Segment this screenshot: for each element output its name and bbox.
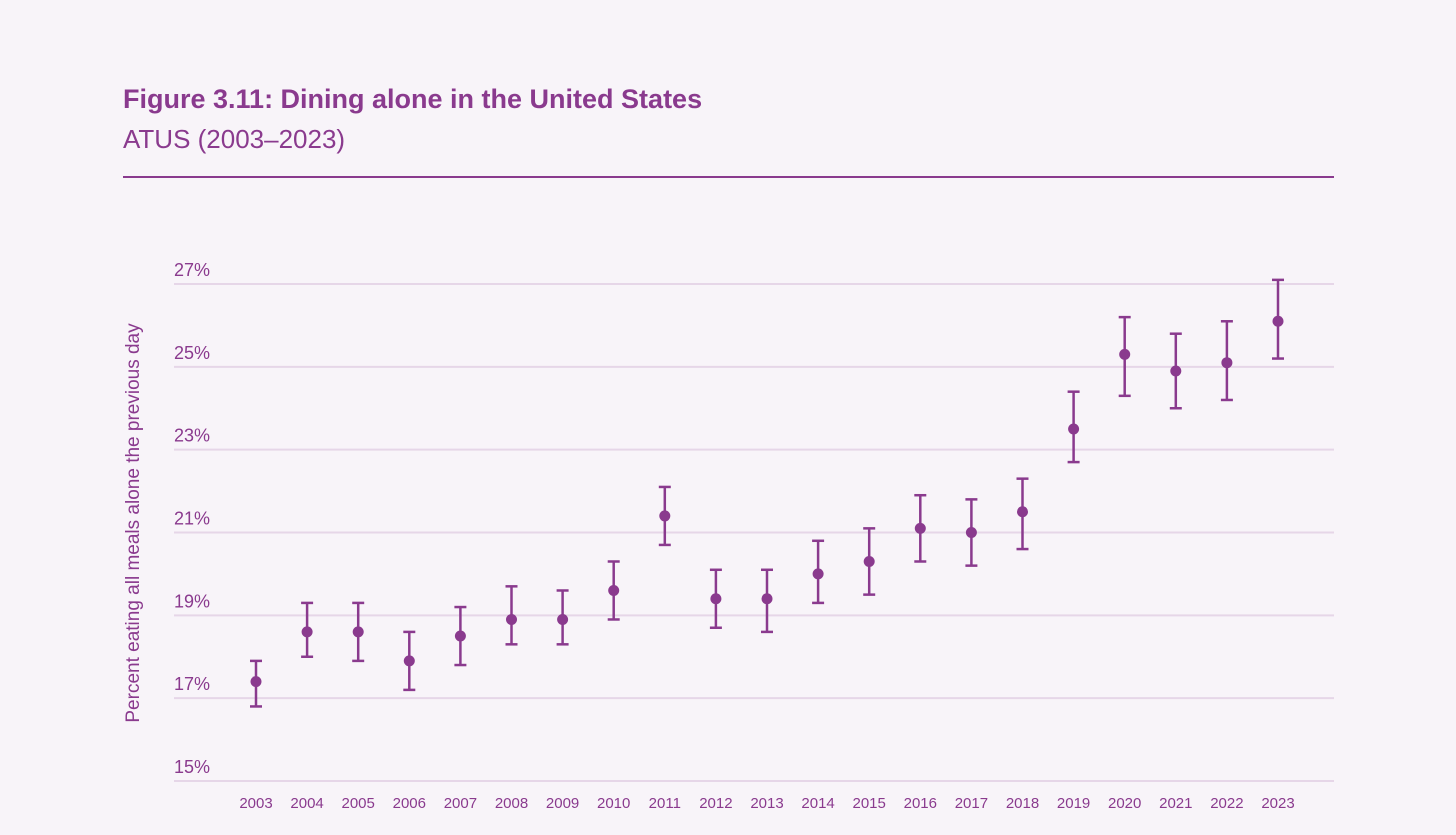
data-point bbox=[710, 593, 722, 605]
x-tick-label: 2021 bbox=[1159, 795, 1192, 812]
x-tick-label: 2015 bbox=[853, 795, 886, 812]
x-tick-label: 2017 bbox=[955, 795, 988, 812]
x-tick-label: 2004 bbox=[290, 795, 323, 812]
x-tick-label: 2006 bbox=[393, 795, 426, 812]
x-tick-label: 2009 bbox=[546, 795, 579, 812]
x-tick-label: 2023 bbox=[1261, 795, 1294, 812]
data-point bbox=[659, 510, 671, 522]
data-point bbox=[1017, 506, 1028, 518]
y-tick-label: 25% bbox=[174, 343, 210, 363]
data-point bbox=[965, 527, 977, 538]
x-tick-label: 2014 bbox=[801, 795, 834, 812]
data-point bbox=[454, 630, 466, 642]
y-tick-label: 17% bbox=[174, 674, 210, 694]
x-tick-label: 2003 bbox=[239, 795, 272, 812]
x-axis-ticks: 2003 2004 2005 2006 2007 2008 2009 2010 2011 2012… bbox=[239, 795, 1294, 812]
data-point bbox=[352, 626, 364, 638]
y-axis-ticks: 15% 17% 19% 21% 23% 25% 27% bbox=[174, 260, 210, 777]
y-tick-label: 19% bbox=[174, 591, 210, 611]
x-tick-label: 2016 bbox=[904, 795, 937, 812]
figure-subtitle: ATUS (2003–2023) bbox=[123, 124, 346, 154]
y-tick-label: 27% bbox=[174, 260, 210, 280]
data-point bbox=[506, 613, 517, 625]
gridlines bbox=[174, 283, 1334, 782]
figure-title: Figure 3.11: Dining alone in the United … bbox=[123, 84, 703, 114]
x-tick-label: 2010 bbox=[597, 795, 630, 812]
x-tick-label: 2007 bbox=[444, 795, 477, 812]
x-tick-label: 2011 bbox=[649, 795, 681, 812]
data-point bbox=[250, 676, 262, 688]
data-point bbox=[1272, 315, 1284, 327]
x-tick-label: 2018 bbox=[1006, 795, 1039, 812]
x-tick-label: 2019 bbox=[1057, 795, 1090, 812]
data-point bbox=[403, 655, 415, 667]
x-tick-label: 2020 bbox=[1108, 795, 1141, 812]
data-point bbox=[1068, 423, 1080, 435]
x-tick-label: 2005 bbox=[342, 795, 375, 812]
data-points bbox=[250, 315, 1284, 688]
data-point bbox=[863, 555, 875, 567]
data-point bbox=[1221, 357, 1233, 369]
data-point bbox=[1170, 365, 1182, 377]
x-tick-label: 2022 bbox=[1210, 795, 1243, 812]
data-point bbox=[812, 568, 824, 580]
data-point bbox=[761, 593, 773, 605]
y-axis-label: Percent eating all meals alone the previ… bbox=[123, 323, 144, 723]
x-tick-label: 2012 bbox=[699, 795, 732, 812]
y-tick-label: 23% bbox=[174, 426, 210, 446]
y-tick-label: 15% bbox=[174, 757, 210, 777]
error-bars bbox=[250, 278, 1284, 708]
data-point bbox=[301, 626, 313, 638]
title-divider bbox=[123, 176, 1334, 178]
y-tick-label: 21% bbox=[174, 509, 210, 529]
x-tick-label: 2013 bbox=[750, 795, 783, 812]
x-tick-label: 2008 bbox=[495, 795, 528, 812]
data-point bbox=[914, 522, 926, 534]
data-point bbox=[557, 613, 569, 625]
data-point bbox=[1119, 348, 1131, 360]
data-point bbox=[608, 584, 620, 596]
